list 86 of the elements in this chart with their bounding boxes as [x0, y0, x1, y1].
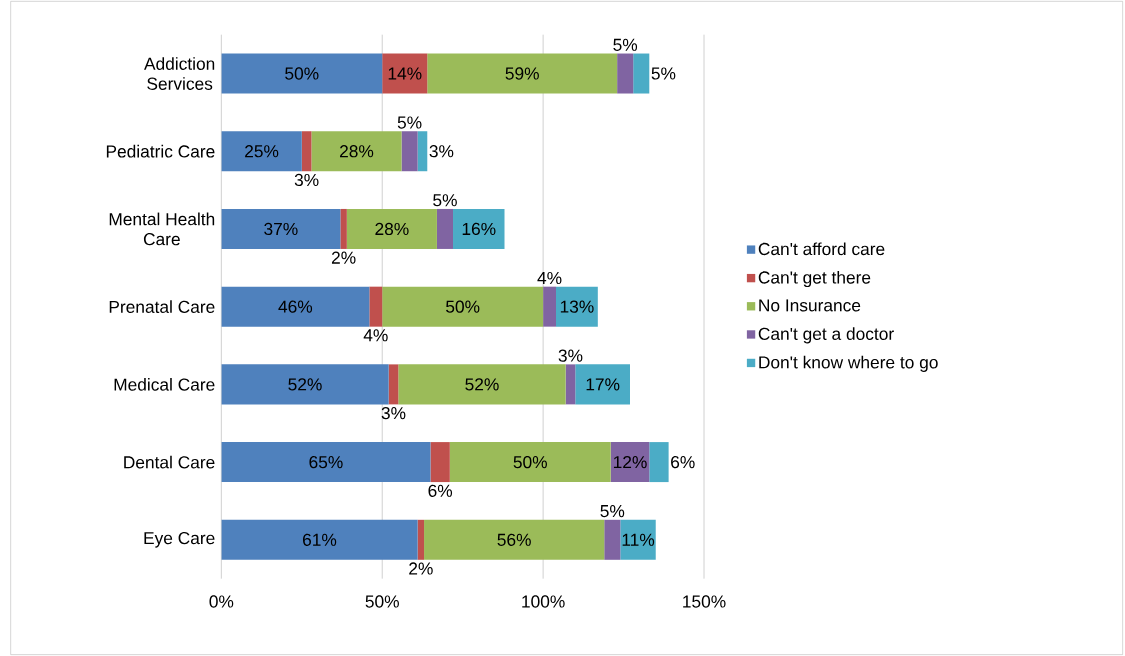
- data-label: 2%: [409, 562, 433, 575]
- bar: [369, 286, 383, 327]
- data-label: 28%: [375, 222, 409, 236]
- data-label: 28%: [340, 145, 374, 158]
- data-label: 50%: [285, 67, 319, 80]
- bar: [430, 442, 450, 483]
- data-label: 5%: [613, 38, 638, 51]
- bar: [346, 208, 437, 249]
- bar: [221, 364, 389, 405]
- data-label: 6%: [428, 484, 453, 497]
- bar: [575, 364, 630, 405]
- data-label: 50%: [513, 455, 547, 469]
- x-tick-label: 50%: [365, 595, 399, 608]
- bar: [427, 53, 618, 94]
- data-label: 14%: [388, 67, 422, 80]
- bar: [221, 53, 383, 94]
- data-label: 17%: [586, 378, 620, 391]
- data-label: 5%: [433, 194, 457, 207]
- bar: [610, 442, 650, 483]
- legend-label: Can't get a doctor: [758, 327, 894, 344]
- bar: [449, 442, 611, 483]
- y-tick-label: Prenatal Care: [109, 300, 215, 314]
- legend-label: No Insurance: [759, 299, 861, 312]
- bar: [221, 208, 341, 249]
- bar: [633, 53, 650, 94]
- data-label: 3%: [294, 173, 319, 187]
- bar: [604, 519, 621, 560]
- data-label: 12%: [613, 455, 647, 469]
- legend-label: Can't afford care: [758, 242, 885, 256]
- data-label: 61%: [303, 533, 337, 546]
- bar: [565, 364, 576, 405]
- data-label: 52%: [288, 378, 322, 391]
- data-label: 2%: [331, 251, 356, 264]
- data-label: 3%: [381, 406, 406, 420]
- y-tick-label: Mental Health Care: [109, 212, 215, 246]
- bar: [382, 53, 428, 94]
- bar: [620, 519, 656, 560]
- bar: [221, 442, 431, 483]
- data-label: 3%: [429, 145, 454, 158]
- bar: [617, 53, 634, 94]
- y-tick-label: Eye Care: [144, 531, 215, 548]
- data-label: 13%: [560, 300, 594, 313]
- y-tick-label: Dental Care: [124, 455, 215, 469]
- data-label: 11%: [622, 533, 655, 546]
- data-label: 50%: [446, 300, 480, 313]
- x-tick-label: 0%: [209, 595, 234, 608]
- bar: [388, 364, 399, 405]
- bar: [221, 519, 418, 560]
- x-tick-label: 150%: [683, 595, 726, 608]
- data-label: 37%: [264, 222, 298, 236]
- bar: [649, 442, 669, 483]
- y-tick-label: Medical Care: [114, 378, 215, 391]
- x-tick-label: 100%: [522, 595, 565, 608]
- y-tick-label: Addiction Services: [144, 57, 215, 90]
- bar: [382, 286, 544, 327]
- data-label: 4%: [537, 271, 562, 285]
- data-label: 59%: [505, 67, 539, 80]
- data-label: 56%: [497, 533, 531, 546]
- legend-label: Can't get there: [758, 270, 871, 288]
- bar: [301, 131, 312, 172]
- bar: [221, 286, 370, 327]
- bar: [417, 131, 428, 172]
- data-label: 52%: [465, 378, 499, 391]
- bar: [555, 286, 598, 327]
- data-label: 5%: [600, 505, 625, 518]
- bar: [401, 131, 418, 172]
- data-label: 25%: [245, 145, 279, 158]
- bar: [221, 131, 302, 172]
- legend-label: Don't know where to go: [759, 355, 938, 372]
- bar: [311, 131, 402, 172]
- data-label: 46%: [278, 300, 313, 313]
- data-label: 65%: [309, 455, 343, 469]
- bar: [398, 364, 566, 405]
- bar: [417, 519, 425, 560]
- data-label: 5%: [651, 67, 676, 80]
- data-label: 5%: [397, 116, 422, 129]
- data-label: 4%: [363, 329, 388, 342]
- bar: [340, 208, 347, 249]
- data-label: 6%: [671, 455, 695, 469]
- bar: [543, 286, 556, 327]
- bar: [453, 208, 505, 249]
- bar: [436, 208, 454, 249]
- bar: [424, 519, 605, 560]
- y-tick-label: Pediatric Care: [106, 144, 215, 158]
- data-label: 3%: [558, 349, 583, 362]
- data-label: 16%: [462, 222, 496, 236]
